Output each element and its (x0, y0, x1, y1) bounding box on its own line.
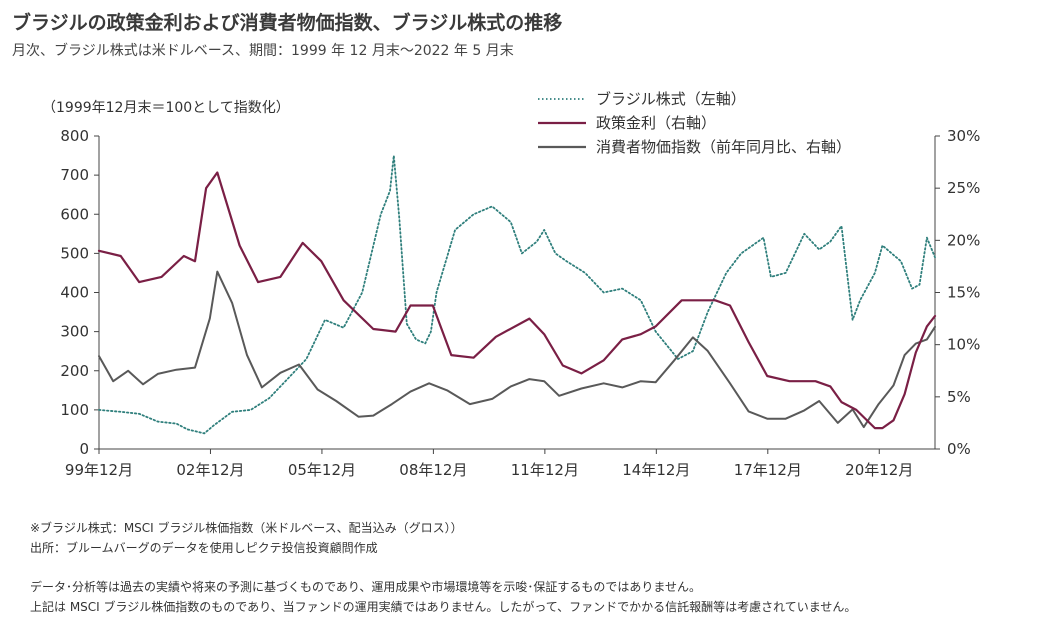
y-left-tick-label: 500 (60, 244, 89, 262)
x-tick-label: 99年12月 (65, 461, 133, 479)
y-right-tick-label: 10% (947, 336, 980, 354)
series-line-1 (97, 171, 937, 430)
note-disclaimer-2: 上記は MSCI ブラジル株価指数のものであり、当ファンドの運用実績ではありませ… (30, 600, 857, 614)
legend-label-0: ブラジル株式（左軸） (596, 90, 746, 108)
x-tick-label: 02年12月 (176, 461, 244, 479)
chart-subtitle: 月次、ブラジル株式は米ドルベース、期間：1999 年 12 月末～2022 年 … (12, 43, 514, 59)
legend-label-1: 政策金利（右軸） (596, 114, 716, 132)
y-right-tick-label: 0% (947, 440, 971, 458)
y-left-tick-label: 400 (60, 284, 89, 302)
legend-label-2: 消費者物価指数（前年同月比、右軸） (596, 138, 851, 156)
x-tick-label: 14年12月 (622, 461, 690, 479)
y-right-tick-label: 30% (947, 127, 980, 145)
y-left-tick-label: 100 (60, 401, 89, 419)
y-right-tick-label: 15% (947, 284, 980, 302)
legend: ブラジル株式（左軸） 政策金利（右軸） 消費者物価指数（前年同月比、右軸） (538, 90, 851, 156)
left-axis-note: （1999年12月末＝100として指数化） (42, 100, 290, 116)
x-tick-label: 20年12月 (845, 461, 913, 479)
y-right-tick-label: 20% (947, 231, 980, 249)
chart-title: ブラジルの政策金利および消費者物価指数、ブラジル株式の推移 (12, 12, 563, 34)
series-layer (97, 154, 937, 435)
y-left-tick-label: 0 (79, 440, 89, 458)
y-left-tick-label: 600 (60, 205, 89, 223)
series-line-0 (98, 154, 936, 435)
series-line-2 (98, 270, 936, 429)
note-disclaimer-1: データ･分析等は過去の実績や将来の予測に基づくものであり、運用成果や市場環境等を… (30, 580, 702, 594)
y-left-tick-label: 700 (60, 166, 89, 184)
y-left-tick-label: 300 (60, 323, 89, 341)
x-tick-label: 05年12月 (288, 461, 356, 479)
axes: 0 100 200 300 400 500 600 700 800 0% 5% 10% 15% 20% 25… (60, 127, 980, 479)
x-tick-label: 08年12月 (399, 461, 467, 479)
note-source-index: ※ブラジル株式：MSCI ブラジル株価指数（米ドルベース、配当込み（グロス）） (30, 521, 463, 535)
y-right-tick-label: 25% (947, 179, 980, 197)
note-source: 出所：ブルームバーグのデータを使用しピクテ投信投資顧問作成 (30, 541, 378, 555)
y-left-tick-label: 200 (60, 362, 89, 380)
y-right-tick-label: 5% (947, 388, 971, 406)
x-tick-label: 17年12月 (734, 461, 802, 479)
y-left-tick-label: 800 (60, 127, 89, 145)
x-tick-label: 11年12月 (511, 461, 579, 479)
